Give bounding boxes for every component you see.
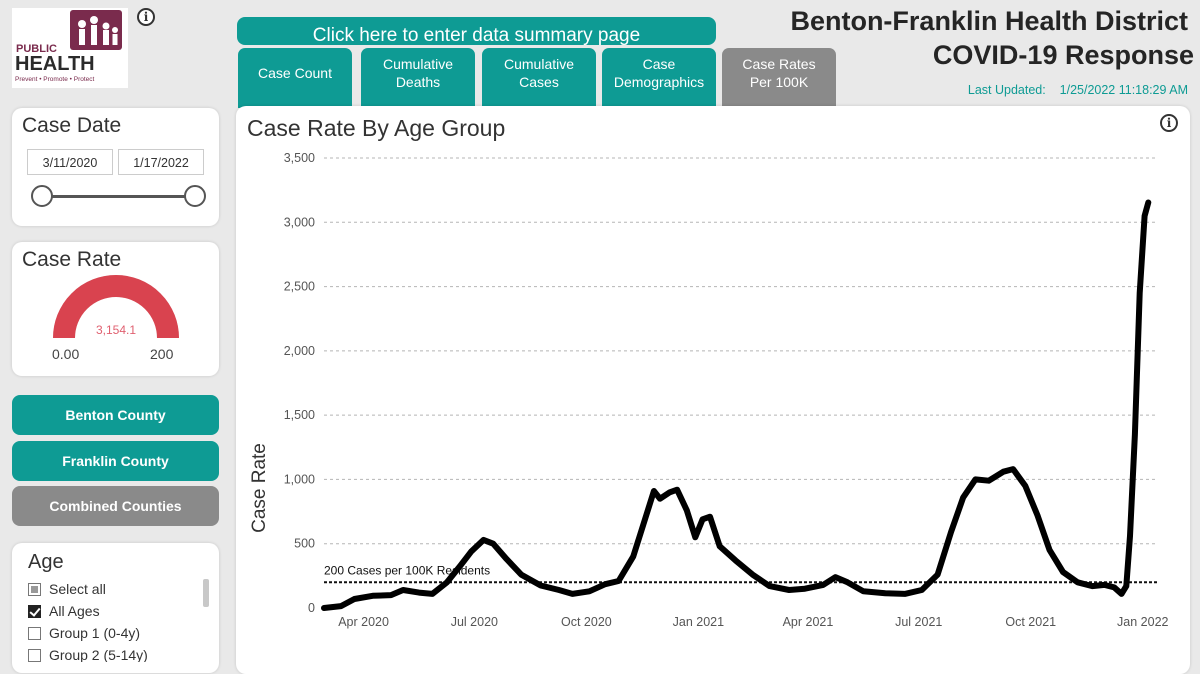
- tab-label: Cumulative: [382, 56, 454, 72]
- last-updated-label: Last Updated:: [967, 83, 1046, 97]
- last-updated-value: 1/25/2022 11:18:29 AM: [1059, 83, 1188, 97]
- x-tick-label: Jan 2021: [673, 615, 724, 629]
- case-rate-gauge: 3,154.1: [53, 275, 179, 339]
- chart-card: Case Rate By Age Group i 0 500 1,000 1,500 2…: [236, 106, 1190, 674]
- x-tick-label: Oct 2021: [1005, 615, 1056, 629]
- age-option-all-ages[interactable]: All Ages: [28, 601, 100, 621]
- y-tick-label: 500: [294, 537, 315, 551]
- y-tick-label: 2,000: [284, 344, 315, 358]
- date-slider-end-handle[interactable]: [184, 185, 206, 207]
- age-option-group-2[interactable]: Group 2 (5-14y): [28, 645, 148, 662]
- logo-tagline: Prevent • Promote • Protect: [15, 76, 95, 83]
- tab-label: Case: [642, 56, 676, 72]
- tab-cumulative-cases[interactable]: Cumulative Cases: [482, 48, 596, 108]
- tab-label: Case Rates: [742, 56, 816, 72]
- gauge-value: 3,154.1: [96, 323, 136, 337]
- case-date-card: Case Date 3/11/2020 1/17/2022: [12, 108, 219, 226]
- x-tick-label: Apr 2020: [338, 615, 389, 629]
- info-icon[interactable]: i: [137, 8, 155, 26]
- data-summary-button[interactable]: Click here to enter data summary page: [237, 17, 716, 45]
- last-updated: Last Updated: 1/25/2022 11:18:29 AM: [968, 83, 1188, 97]
- age-option-group-1[interactable]: Group 1 (0-4y): [28, 623, 140, 643]
- y-tick-label: 1,000: [284, 472, 315, 486]
- age-filter-title: Age: [28, 551, 64, 573]
- end-date-input[interactable]: 1/17/2022: [118, 149, 204, 175]
- gauge-min: 0.00: [52, 346, 80, 362]
- age-option-label: Group 1 (0-4y): [49, 625, 141, 641]
- logo-text-public: PUBLIC: [16, 43, 57, 55]
- tab-case-demographics[interactable]: Case Demographics: [602, 48, 716, 108]
- checkbox-checked-icon: [28, 604, 41, 618]
- tab-case-rates-per-100k[interactable]: Case Rates Per 100K: [722, 48, 836, 108]
- age-list-scrollbar[interactable]: [203, 579, 209, 607]
- gauge-max: 200: [150, 346, 174, 362]
- reference-line-label: 200 Cases per 100K Residents: [324, 563, 490, 577]
- tab-label: Cases: [519, 74, 559, 90]
- public-health-logo: PUBLIC HEALTH Prevent • Promote • Protec…: [12, 8, 128, 88]
- x-tick-label: Jan 2022: [1117, 615, 1168, 629]
- chart-title: Case Rate By Age Group: [247, 115, 506, 141]
- case-date-title: Case Date: [22, 114, 122, 137]
- case-rate-card: Case Rate 3,154.1 0.00 200: [12, 242, 219, 376]
- y-tick-label: 3,500: [284, 151, 315, 165]
- x-tick-label: Apr 2021: [783, 615, 834, 629]
- page-title: Benton-Franklin Health District: [790, 6, 1188, 36]
- y-tick-label: 1,500: [284, 408, 315, 422]
- y-tick-label: 0: [308, 601, 315, 615]
- age-option-label: Group 2 (5-14y): [49, 647, 148, 662]
- checkbox-partial-icon: [28, 582, 41, 596]
- franklin-county-button[interactable]: Franklin County: [12, 441, 219, 481]
- tab-case-count[interactable]: Case Count: [238, 48, 352, 108]
- x-tick-label: Jul 2020: [451, 615, 498, 629]
- y-axis-label: Case Rate: [249, 443, 270, 533]
- tab-label: Demographics: [613, 74, 705, 90]
- page-subtitle: COVID-19 Response: [932, 40, 1194, 70]
- x-tick-label: Jul 2021: [895, 615, 942, 629]
- date-slider-track[interactable]: [42, 195, 195, 198]
- age-option-label: All Ages: [49, 603, 100, 619]
- age-option-label: Select all: [49, 581, 106, 597]
- date-slider-start-handle[interactable]: [31, 185, 53, 207]
- tab-label: Cumulative: [503, 56, 575, 72]
- age-filter-card: Age: [12, 543, 219, 673]
- tab-label: Case Count: [258, 65, 332, 81]
- logo-text-health: HEALTH: [15, 53, 95, 75]
- start-date-input[interactable]: 3/11/2020: [27, 149, 113, 175]
- tab-label: Per 100K: [749, 74, 809, 90]
- y-tick-label: 3,000: [284, 215, 315, 229]
- tab-label: Deaths: [395, 74, 441, 90]
- case-rate-chart: 0 500 1,000 1,500 2,000 2,500 3,000 3,500 Apr 2…: [249, 151, 1169, 629]
- combined-counties-button[interactable]: Combined Counties: [12, 486, 219, 526]
- series-line-all-ages: [321, 199, 1152, 611]
- benton-county-button[interactable]: Benton County: [12, 395, 219, 435]
- tab-cumulative-deaths[interactable]: Cumulative Deaths: [361, 48, 475, 108]
- checkbox-unchecked-icon: [28, 648, 41, 662]
- y-tick-label: 2,500: [284, 280, 315, 294]
- case-rate-title: Case Rate: [22, 248, 122, 271]
- age-option-select-all[interactable]: Select all: [28, 579, 106, 599]
- checkbox-unchecked-icon: [28, 626, 41, 640]
- chart-info-icon[interactable]: i: [1160, 114, 1178, 132]
- x-tick-label: Oct 2020: [561, 615, 612, 629]
